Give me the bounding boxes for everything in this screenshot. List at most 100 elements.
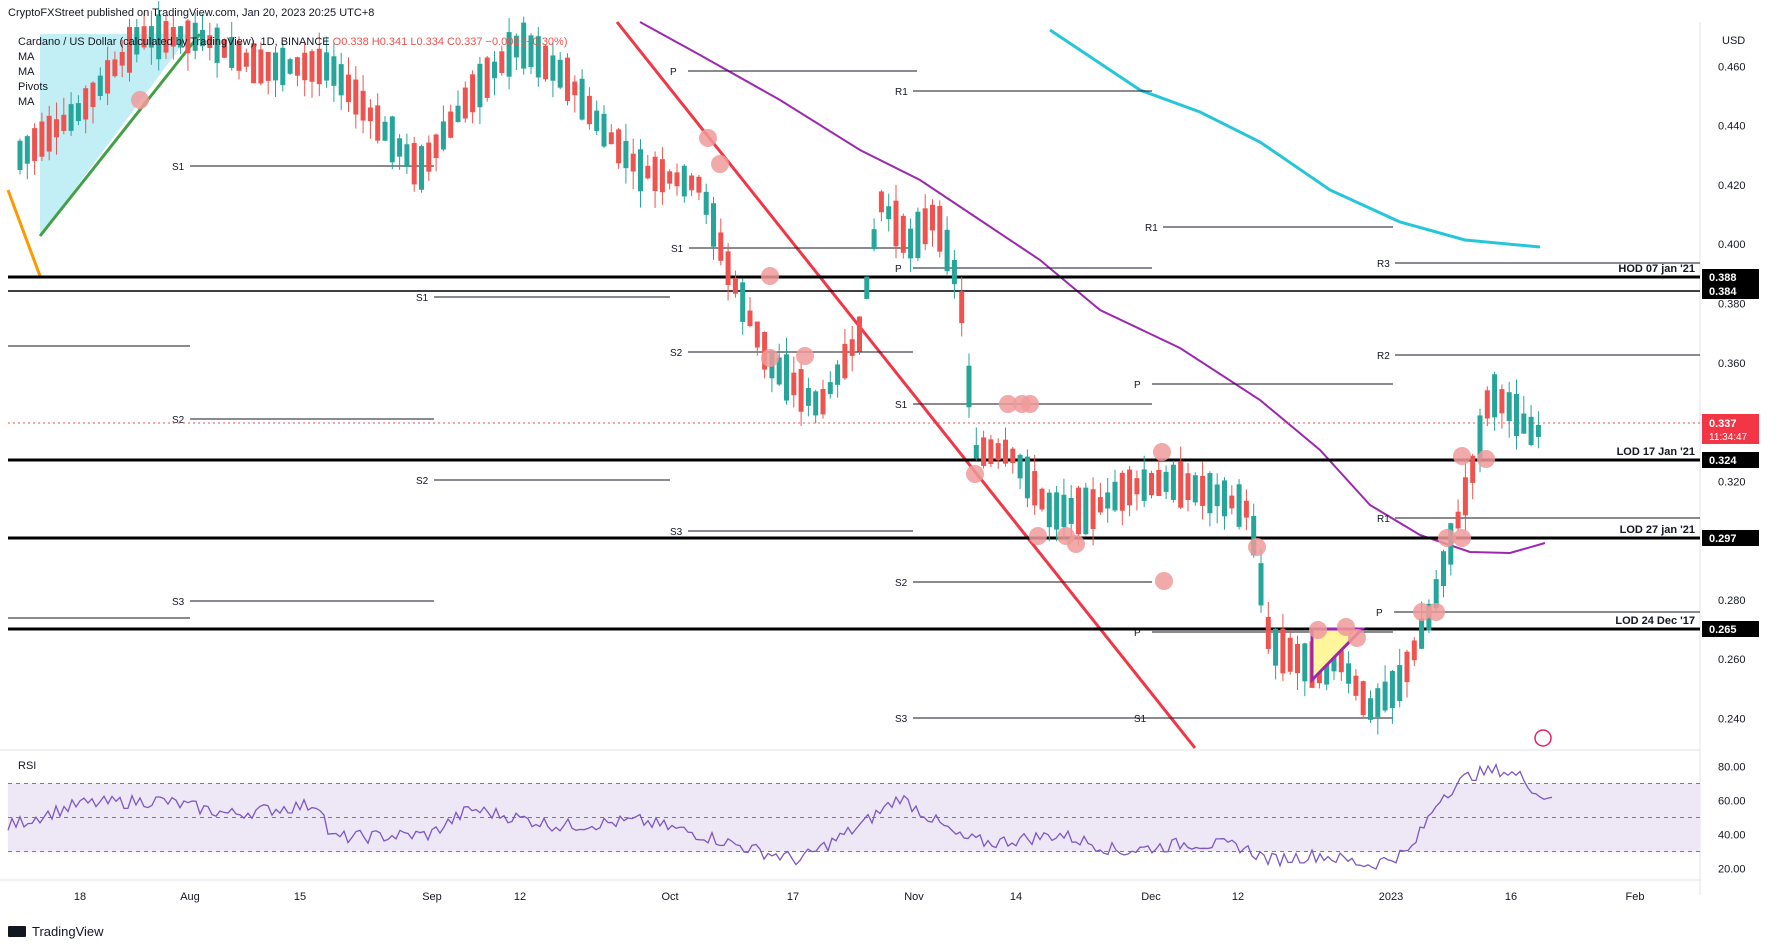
touch-circle xyxy=(1477,450,1495,468)
candle-body xyxy=(265,52,271,81)
candle-body xyxy=(565,57,570,102)
candle-body xyxy=(1397,665,1403,702)
candle-body xyxy=(214,27,220,63)
touch-circle xyxy=(1248,538,1266,556)
candle-body xyxy=(1346,663,1352,684)
rsi-tick-label: 20.00 xyxy=(1718,864,1746,876)
tradingview-logo-icon xyxy=(8,926,26,937)
pivot-label: R1 xyxy=(895,87,908,98)
time-tick-label: Nov xyxy=(904,891,924,903)
candle-body xyxy=(572,81,578,96)
candle-body xyxy=(747,310,753,327)
candle-body xyxy=(324,52,330,81)
candle-body xyxy=(513,35,519,58)
candle-body xyxy=(798,369,804,412)
candle-body xyxy=(119,52,125,66)
candle-body xyxy=(346,74,351,103)
candle-body xyxy=(90,82,96,108)
candle-body xyxy=(1039,488,1045,510)
candle-body xyxy=(1441,551,1446,587)
touch-circle xyxy=(131,91,149,109)
indicator-ma-3[interactable]: MA xyxy=(18,96,35,108)
candle-body xyxy=(1046,492,1052,528)
pivot-label: S2 xyxy=(895,578,908,589)
rsi-line xyxy=(7,762,1553,870)
candle-body xyxy=(192,22,198,51)
tradingview-brand: TradingView xyxy=(32,924,104,939)
candle-body xyxy=(1389,671,1395,709)
time-tick-label: 12 xyxy=(1232,891,1244,903)
candle-body xyxy=(1258,563,1264,606)
candle-body xyxy=(134,27,140,55)
candle-body xyxy=(659,159,665,193)
candle-body xyxy=(521,22,527,69)
tradingview-logo[interactable]: TradingView xyxy=(8,924,104,939)
pivot-label: R3 xyxy=(1377,259,1390,270)
candle-body xyxy=(922,208,928,245)
level-label: HOD 07 jan '21 xyxy=(1618,263,1695,275)
candle-body xyxy=(1404,651,1410,683)
candle-body xyxy=(951,260,957,285)
candle-body xyxy=(878,191,884,213)
pivot-label: P xyxy=(1134,628,1141,639)
pivot-label: S1 xyxy=(671,244,684,255)
pivot-label: R2 xyxy=(1377,351,1390,362)
touch-circle xyxy=(966,465,984,483)
candle-body xyxy=(1068,497,1074,524)
candle-body xyxy=(1185,473,1191,501)
level-price-box xyxy=(1702,621,1759,637)
candle-body xyxy=(1200,475,1206,506)
candle-body xyxy=(185,20,191,54)
level-price-value: 0.297 xyxy=(1709,533,1737,545)
candle-body xyxy=(1097,497,1103,513)
indicator-pivots[interactable]: Pivots xyxy=(18,81,48,93)
candle-body xyxy=(1156,469,1162,496)
candle-body xyxy=(805,387,811,406)
candle-body xyxy=(1222,480,1227,517)
touch-circle xyxy=(1453,447,1471,465)
candle-body xyxy=(1024,456,1030,499)
publisher-line: CryptoFXStreet published on TradingView.… xyxy=(8,7,375,19)
candle-body xyxy=(24,136,30,164)
candle-body xyxy=(61,114,67,131)
candle-body xyxy=(711,203,716,247)
candle-body xyxy=(1492,374,1498,418)
candle-body xyxy=(762,331,768,370)
candle-body xyxy=(1302,643,1308,682)
candle-body xyxy=(1090,489,1096,529)
candle-body xyxy=(1477,415,1483,459)
candle-body xyxy=(1419,618,1425,649)
candle-body xyxy=(1017,454,1023,479)
candle-body xyxy=(68,104,74,131)
candle-body xyxy=(835,364,841,385)
indicator-ma-2[interactable]: MA xyxy=(18,66,35,78)
candle-body xyxy=(141,26,147,48)
symbol-title[interactable]: Cardano / US Dollar (calculated by Tradi… xyxy=(18,36,330,48)
touch-circle xyxy=(1453,529,1471,547)
rsi-title[interactable]: RSI xyxy=(18,760,37,772)
pivot-label: S2 xyxy=(416,476,429,487)
candle-body xyxy=(1178,461,1184,508)
touch-circle xyxy=(1413,603,1431,621)
candle-body xyxy=(988,439,994,465)
orange-trendline xyxy=(6,189,42,277)
price-tick-label: 0.380 xyxy=(1718,299,1746,311)
price-tick-label: 0.400 xyxy=(1718,239,1746,251)
pivot-label: S1 xyxy=(416,293,429,304)
symbol-line: Cardano / US Dollar (calculated by Tradi… xyxy=(18,36,568,48)
candle-body xyxy=(1251,515,1257,556)
candle-body xyxy=(112,59,118,77)
time-tick-label: 2023 xyxy=(1379,891,1403,903)
candle-body xyxy=(1295,643,1300,674)
candle-body xyxy=(601,113,607,147)
pivot-label: P xyxy=(1134,380,1141,391)
candle-body xyxy=(630,153,636,172)
candle-body xyxy=(937,206,943,252)
time-tick-label: Aug xyxy=(180,891,200,903)
indicator-ma-1[interactable]: MA xyxy=(18,51,35,63)
candle-body xyxy=(1528,416,1534,446)
candle-body xyxy=(930,204,935,231)
candle-body xyxy=(784,354,789,401)
candle-body xyxy=(32,128,38,161)
